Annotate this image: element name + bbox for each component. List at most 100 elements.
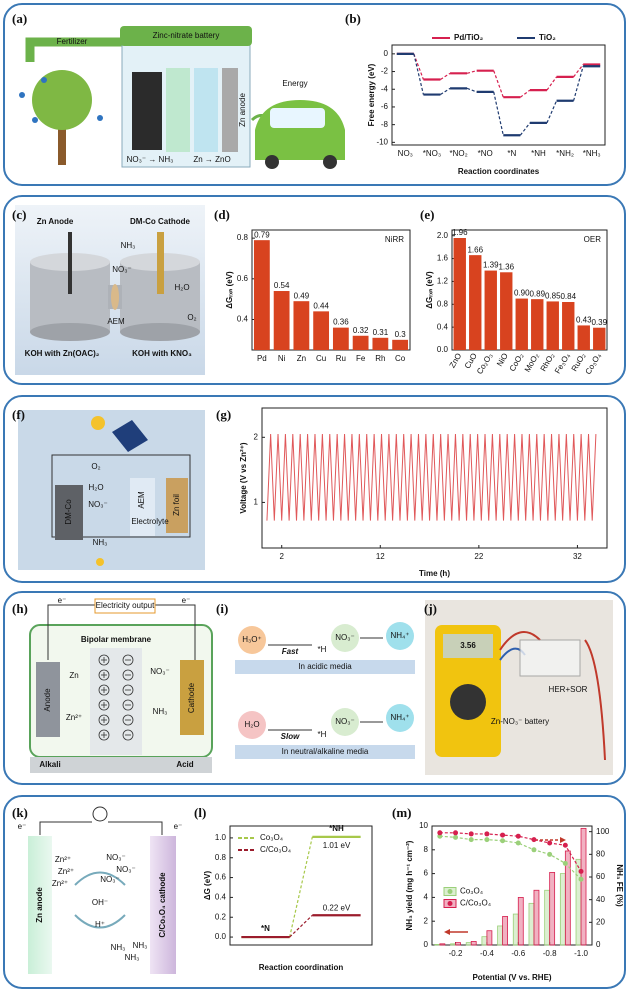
charge bbox=[122, 669, 134, 681]
y-axis-label: NH₃ yield (mg h⁻¹ cm⁻²) bbox=[405, 840, 414, 930]
bar bbox=[455, 942, 461, 946]
x-tick-label: Co₂O₃ bbox=[475, 352, 494, 376]
value-label: 0.54 bbox=[274, 281, 290, 290]
y2-axis-label: NH₃ FE (%) bbox=[615, 864, 624, 907]
illustration-label: Anode bbox=[43, 688, 52, 712]
value-label: 0.84 bbox=[560, 292, 576, 301]
y-tick-label: 0.0 bbox=[215, 932, 227, 941]
membrane bbox=[111, 284, 119, 310]
illustration-label: Zn²⁺ bbox=[55, 855, 71, 864]
charge bbox=[122, 699, 134, 711]
x-tick-label: -0.2 bbox=[449, 949, 463, 958]
connector bbox=[413, 53, 425, 95]
y-tick-label: 60 bbox=[596, 872, 605, 881]
connector bbox=[546, 76, 558, 91]
illustration-label: Zn²⁺ bbox=[58, 867, 74, 876]
band bbox=[235, 660, 415, 674]
connector bbox=[546, 100, 558, 124]
illustration-label: NO₃⁻ bbox=[150, 667, 169, 676]
arrow bbox=[74, 871, 126, 886]
species bbox=[238, 626, 266, 654]
value-label: 1.39 bbox=[483, 261, 499, 270]
bar bbox=[439, 943, 446, 946]
y-tick-label: 1.6 bbox=[437, 254, 449, 263]
y-tick-label: -6 bbox=[381, 102, 389, 111]
connector bbox=[289, 836, 313, 938]
illustration-label: Acid bbox=[176, 760, 193, 769]
illustration-label: NO₃⁻ bbox=[100, 875, 119, 884]
illustration-label: *H bbox=[318, 730, 327, 739]
illustration-label: NH₃ bbox=[111, 943, 126, 952]
dot bbox=[19, 92, 25, 98]
anode bbox=[166, 478, 188, 533]
charges bbox=[98, 654, 134, 741]
wire bbox=[584, 639, 606, 761]
wire bbox=[39, 821, 163, 835]
battery-header bbox=[120, 26, 252, 46]
illustration-label: Alkali bbox=[39, 760, 60, 769]
x-axis-label: Time (h) bbox=[419, 569, 450, 578]
bar bbox=[528, 902, 535, 946]
value-label: 0.49 bbox=[294, 291, 310, 300]
fe-point bbox=[500, 838, 506, 844]
bar bbox=[497, 925, 503, 946]
panel-label: (i) bbox=[216, 601, 228, 616]
illustration-label: H⁺ bbox=[95, 920, 105, 929]
illustration-label: NO₃⁻ bbox=[88, 500, 107, 509]
illustration-label: NO₃⁻ → NH₃ bbox=[127, 155, 174, 164]
display bbox=[443, 634, 493, 658]
y-axis-label: ΔG (eV) bbox=[203, 871, 212, 901]
category-label: *N bbox=[261, 924, 270, 933]
illustration-label: Zn-NO₃⁻ battery bbox=[491, 717, 549, 726]
cathode bbox=[150, 836, 176, 974]
anode bbox=[36, 662, 60, 737]
circuit bbox=[51, 454, 191, 538]
illustration-label: Zn Anode bbox=[37, 217, 74, 226]
frame bbox=[3, 395, 626, 583]
wire bbox=[499, 631, 541, 651]
fe-line bbox=[439, 832, 582, 872]
connector bbox=[519, 89, 531, 98]
illustration-label: O₂ bbox=[187, 313, 196, 322]
illustration-label: In neutral/alkaline media bbox=[282, 747, 369, 756]
illustration-label: Fast bbox=[282, 647, 299, 656]
legend-label: C/Co₃O₄ bbox=[260, 845, 291, 854]
charge bbox=[98, 654, 110, 666]
frame bbox=[3, 195, 626, 385]
y-tick-label: 1.2 bbox=[437, 277, 449, 286]
category-label: NO₃ bbox=[398, 149, 413, 158]
sun bbox=[91, 416, 105, 430]
charge bbox=[98, 729, 110, 741]
y-tick-label: 20 bbox=[596, 917, 605, 926]
bar bbox=[531, 299, 544, 350]
charge bbox=[122, 684, 134, 696]
bar bbox=[580, 827, 587, 946]
bar bbox=[332, 327, 349, 350]
illustration-h bbox=[29, 598, 213, 773]
illustration-label: AEM bbox=[137, 491, 146, 509]
charge bbox=[98, 669, 110, 681]
fe-point bbox=[531, 837, 537, 843]
bar bbox=[544, 889, 551, 946]
bar bbox=[559, 873, 566, 946]
y-tick-label: 2 bbox=[424, 916, 429, 925]
illustration-label: H₂O bbox=[88, 483, 103, 492]
illustration-label: H₂O bbox=[174, 283, 189, 292]
dial bbox=[450, 684, 486, 720]
photo-j bbox=[425, 600, 613, 775]
plot-frame bbox=[451, 229, 608, 351]
bar bbox=[434, 944, 441, 946]
bar bbox=[512, 913, 519, 946]
wheel bbox=[265, 155, 279, 169]
illustration-label: H₂O bbox=[244, 720, 259, 729]
panel-label: (c) bbox=[12, 207, 26, 222]
x-tick-label: -1.0 bbox=[574, 949, 588, 958]
panel-label: (f) bbox=[12, 407, 25, 422]
y-tick-label: 2.0 bbox=[437, 231, 449, 240]
panel-label: (j) bbox=[424, 601, 437, 616]
panel-frames bbox=[3, 3, 626, 989]
arrow bbox=[74, 914, 126, 929]
fe-point bbox=[453, 834, 459, 840]
bar bbox=[392, 339, 409, 350]
